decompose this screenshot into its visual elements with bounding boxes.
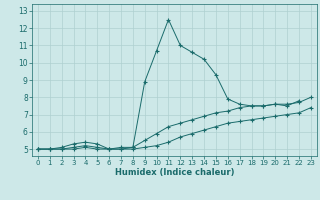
X-axis label: Humidex (Indice chaleur): Humidex (Indice chaleur) — [115, 168, 234, 177]
